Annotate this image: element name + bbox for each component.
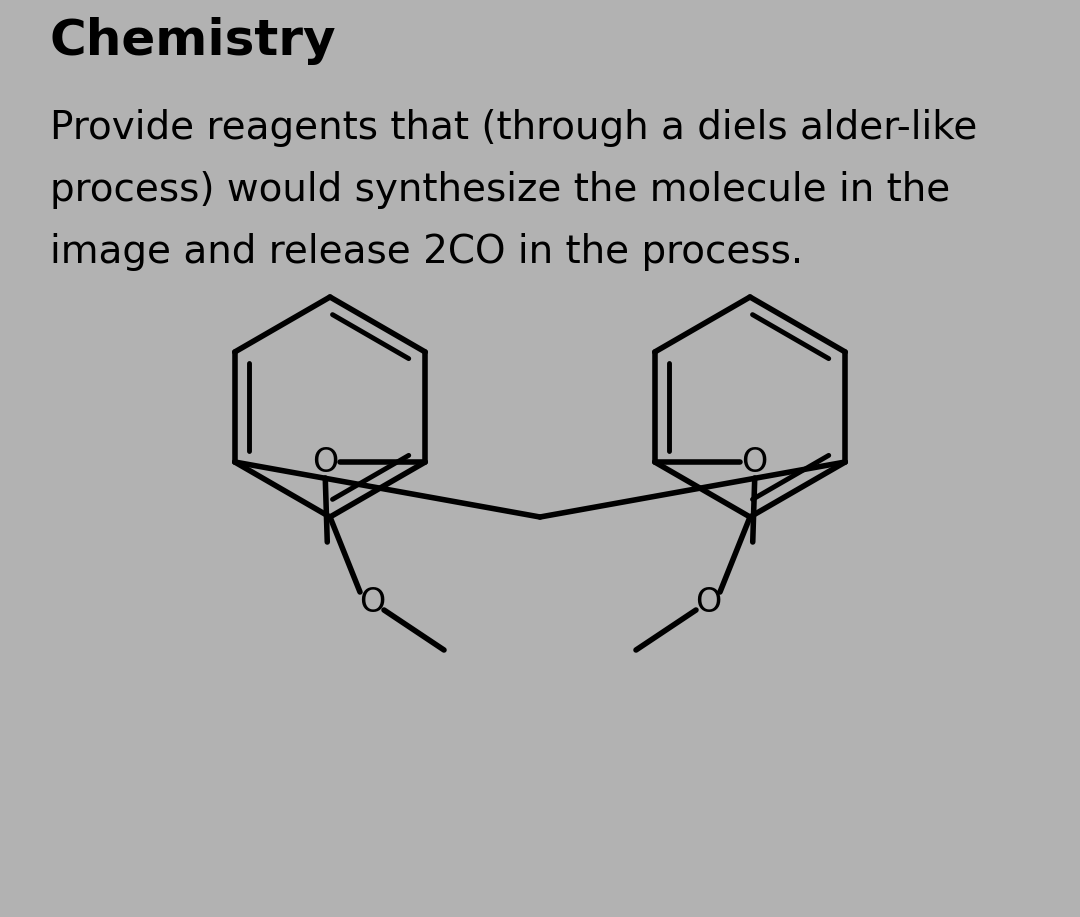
Text: O: O bbox=[742, 446, 768, 479]
Text: image and release 2CO in the process.: image and release 2CO in the process. bbox=[50, 233, 804, 271]
Text: O: O bbox=[312, 446, 338, 479]
Text: O: O bbox=[359, 585, 386, 618]
Text: process) would synthesize the molecule in the: process) would synthesize the molecule i… bbox=[50, 171, 950, 209]
Text: Chemistry: Chemistry bbox=[50, 17, 337, 65]
Text: Provide reagents that (through a diels alder-like: Provide reagents that (through a diels a… bbox=[50, 109, 977, 147]
Text: O: O bbox=[694, 585, 721, 618]
